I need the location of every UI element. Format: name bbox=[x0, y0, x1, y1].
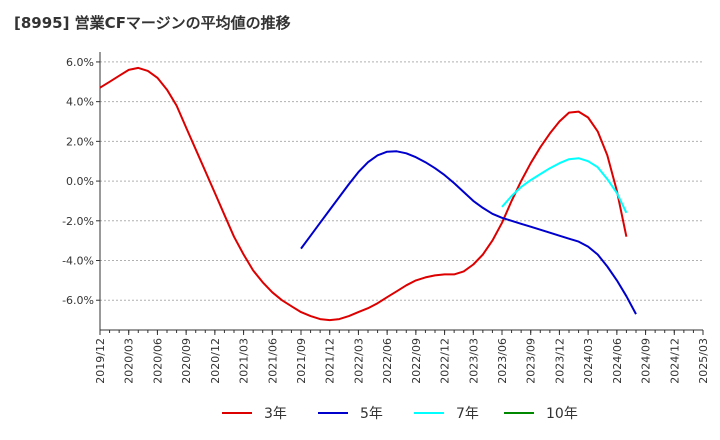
legend-label-1: 3年 bbox=[264, 406, 287, 422]
y-axis-ticks: -6.0% -4.0% -2.0% 0.0% 2.0% 4.0% 6.0% bbox=[62, 56, 100, 307]
legend-label-4: 10年 bbox=[546, 406, 578, 422]
x-tick-label: 2024/06 bbox=[611, 338, 624, 384]
x-tick-label: 2022/06 bbox=[381, 338, 394, 384]
x-axis-ticks: 2019/12 2020/03 2020/06 2020/09 2020/12 2021/… bbox=[94, 330, 710, 384]
y-tick-label: -2.0% bbox=[62, 215, 94, 228]
series-line-3 bbox=[501, 157, 628, 214]
x-tick-label: 2020/06 bbox=[151, 338, 164, 384]
axes bbox=[99, 52, 703, 331]
x-tick-label: 2019/12 bbox=[94, 338, 107, 384]
chart-title: [8995] 営業CFマージンの平均値の推移 bbox=[14, 14, 291, 32]
x-tick-label: 2023/12 bbox=[553, 338, 566, 384]
x-tick-label: 2021/06 bbox=[266, 338, 279, 384]
y-tick-label: 6.0% bbox=[66, 56, 94, 69]
x-tick-label: 2021/03 bbox=[238, 338, 251, 384]
x-tick-label: 2022/03 bbox=[352, 338, 365, 384]
x-tick-label: 2021/12 bbox=[324, 338, 337, 384]
x-tick-label: 2022/12 bbox=[439, 338, 452, 384]
x-tick-label: 2025/03 bbox=[697, 338, 710, 384]
y-tick-label: 0.0% bbox=[66, 175, 94, 188]
x-tick-label: 2022/09 bbox=[410, 338, 423, 384]
grid-lines bbox=[100, 61, 703, 301]
x-tick-label: 2020/09 bbox=[180, 338, 193, 384]
series-line-1 bbox=[99, 66, 628, 322]
y-tick-label: -4.0% bbox=[62, 255, 94, 268]
legend: 3年 5年 7年 10年 bbox=[222, 406, 578, 422]
x-tick-label: 2023/09 bbox=[525, 338, 538, 384]
x-tick-label: 2024/03 bbox=[582, 338, 595, 384]
y-tick-label: -6.0% bbox=[62, 294, 94, 307]
x-tick-label: 2023/03 bbox=[467, 338, 480, 384]
series-lines bbox=[99, 66, 637, 322]
x-tick-label: 2024/12 bbox=[668, 338, 681, 384]
series-line-2 bbox=[300, 150, 637, 315]
x-tick-label: 2024/09 bbox=[640, 338, 653, 384]
y-tick-label: 4.0% bbox=[66, 96, 94, 109]
legend-label-2: 5年 bbox=[360, 406, 383, 422]
legend-label-3: 7年 bbox=[456, 406, 479, 422]
x-tick-label: 2020/03 bbox=[123, 338, 136, 384]
y-tick-label: 2.0% bbox=[66, 135, 94, 148]
x-tick-label: 2023/06 bbox=[496, 338, 509, 384]
x-tick-label: 2021/09 bbox=[295, 338, 308, 384]
x-tick-label: 2020/12 bbox=[209, 338, 222, 384]
